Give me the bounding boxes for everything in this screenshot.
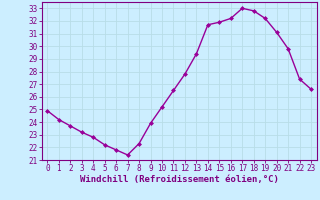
X-axis label: Windchill (Refroidissement éolien,°C): Windchill (Refroidissement éolien,°C) — [80, 175, 279, 184]
